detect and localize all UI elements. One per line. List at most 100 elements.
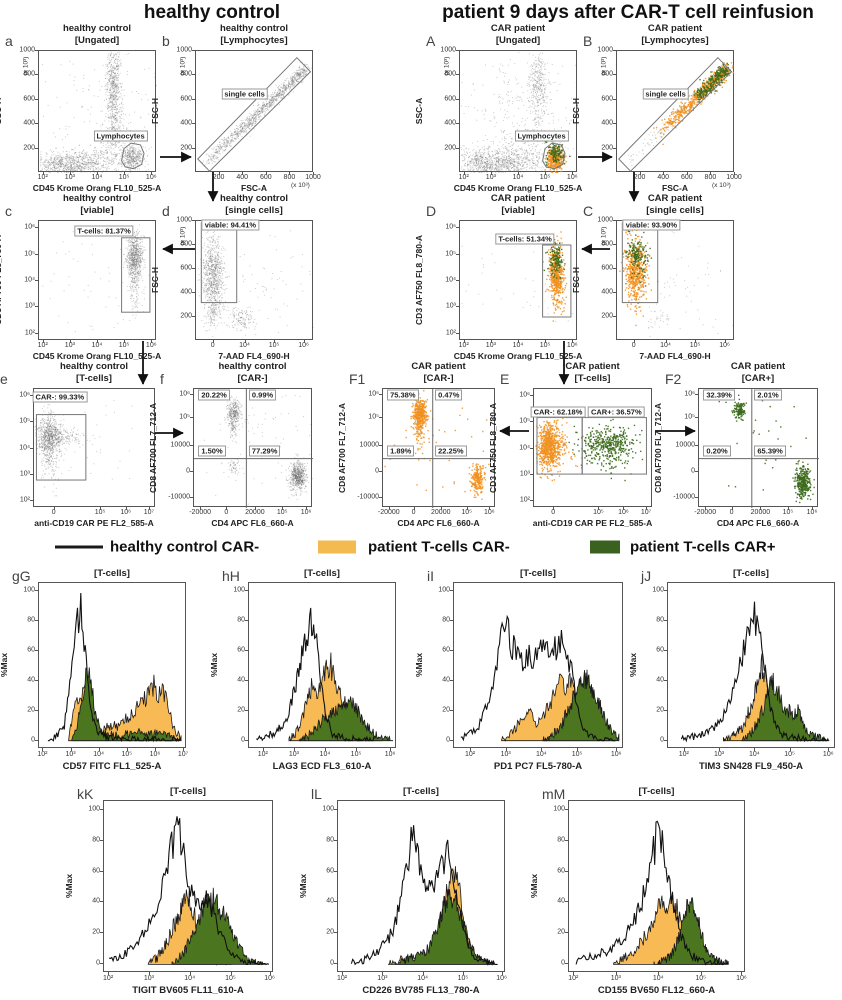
y-tick-label: 600 <box>180 264 192 272</box>
x-tick-label: 400 <box>657 174 670 181</box>
x-tick-mark <box>724 340 726 343</box>
y-tick-label: 20 <box>27 706 35 714</box>
x-tick-mark <box>293 748 295 751</box>
y-tick-label: 800 <box>601 70 613 78</box>
x-axis-label: CD45 Krome Orang FL10_525-A <box>32 351 162 361</box>
hist-series-black <box>680 601 828 743</box>
x-axis-label: 7-AAD FL4_690-H <box>218 351 290 361</box>
x-axis-label: CD57 FITC FL1_525-A <box>62 761 162 772</box>
y-tick-label: 10⁶ <box>445 223 456 231</box>
y-tick-label: 100 <box>88 805 100 813</box>
x-tick-mark <box>151 172 153 175</box>
gate-label: 1.89% <box>387 445 415 457</box>
x-tick-mark <box>218 172 220 175</box>
y-tick-mark <box>30 421 33 423</box>
y-tick-mark <box>35 650 38 652</box>
x-tick-mark <box>463 172 465 175</box>
x-tick-mark <box>741 972 743 975</box>
x-tick-label: 10⁵ <box>225 975 236 982</box>
gate-polygon <box>618 56 733 172</box>
y-tick-label: 0 <box>31 736 35 744</box>
scatter-points-e <box>34 389 156 508</box>
x-tick-label: 10³ <box>64 342 75 349</box>
y-tick-label: 80 <box>326 836 334 844</box>
y-tick-mark <box>695 445 698 447</box>
y-tick-mark <box>35 147 38 149</box>
y-tick-mark <box>613 244 616 245</box>
x-tick-mark <box>413 507 415 510</box>
y-tick-label: 40 <box>656 676 664 684</box>
panel-subtitle: [Lymphocytes] <box>220 35 288 46</box>
x-tick-label: 10⁴ <box>748 751 760 758</box>
x-axis-label: CD4 APC FL6_660-A <box>716 518 800 528</box>
x-tick-label: 10² <box>37 751 48 758</box>
panel-letter: b <box>162 33 170 49</box>
gate-label: Lymphocytes <box>514 130 569 142</box>
gate-label: 20.22% <box>198 389 230 401</box>
x-tick-label: 10⁵ <box>784 751 795 758</box>
x-tick-mark <box>639 172 641 175</box>
y-tick-label: 0 <box>375 467 379 475</box>
panel-letter: d <box>162 203 170 219</box>
x-tick-mark <box>97 340 98 343</box>
y-tick-label: 100 <box>438 586 450 594</box>
y-tick-label: 40 <box>27 676 35 684</box>
x-tick-label: 10⁶ <box>120 509 132 516</box>
panel-title: [T-cells] <box>403 786 439 797</box>
x-tick-label: 10³ <box>610 975 621 982</box>
scatter-points-a <box>39 51 157 173</box>
x-tick-mark <box>705 507 707 510</box>
y-tick-mark <box>379 416 382 418</box>
x-axis-label: CD155 BV650 FL12_660-A <box>597 985 716 996</box>
gates-overlay-b <box>197 56 312 172</box>
y-tick-label: 800 <box>601 240 613 248</box>
gates-overlay-E <box>536 417 647 475</box>
y-tick-mark <box>35 332 38 334</box>
x-tick-mark <box>683 748 685 751</box>
x-tick-label: 10⁵ <box>118 174 130 181</box>
y-axis-unit: (x 10³) <box>443 56 451 76</box>
x-tick-label: 200 <box>633 174 646 181</box>
x-tick-mark <box>466 507 468 510</box>
y-tick-mark <box>35 74 38 76</box>
x-tick-mark <box>623 507 625 510</box>
y-axis-label: FSC-H <box>571 267 581 293</box>
gate-label: T-cells: 81.37% <box>74 225 134 237</box>
x-axis-label: CD4 APC FL6_660-A <box>397 518 480 528</box>
x-tick-mark <box>633 340 635 343</box>
y-tick-mark <box>613 220 616 221</box>
x-tick-mark <box>226 507 228 510</box>
x-tick-mark <box>148 507 150 510</box>
panel-letter: e <box>0 371 8 387</box>
x-tick-label: 10⁴ <box>417 975 429 982</box>
x-tick-mark <box>42 172 44 175</box>
plot-area-B <box>616 50 735 173</box>
y-tick-mark <box>450 590 453 592</box>
y-tick-mark <box>190 416 193 418</box>
x-tick-label: 10⁴ <box>93 751 105 758</box>
y-axis-label: %Max <box>414 652 424 678</box>
y-tick-mark <box>613 50 616 51</box>
x-tick-mark <box>615 972 617 975</box>
x-tick-mark <box>788 507 789 510</box>
panel-letter: jJ <box>641 568 652 584</box>
x-tick-label: 10⁶ <box>496 975 507 982</box>
y-tick-label: 1000 <box>597 46 613 54</box>
y-tick-mark <box>450 620 453 622</box>
y-tick-label: 600 <box>180 95 192 103</box>
x-tick-label: 10⁵ <box>539 342 551 349</box>
panel-title: CAR patient <box>565 361 620 372</box>
y-tick-label: 200 <box>180 144 192 152</box>
gate-rect <box>536 417 583 475</box>
x-tick-label: 10⁴ <box>512 342 524 349</box>
y-axis-label: CD8 AF700 FL7_712-A <box>337 402 347 493</box>
y-axis-label: FSC-H <box>571 98 581 124</box>
plot-area-c <box>38 220 157 341</box>
x-tick-label: 10⁵ <box>689 342 701 349</box>
panel-letter: lL <box>311 786 322 802</box>
x-tick-mark <box>324 748 326 751</box>
x-tick-label: 1000 <box>305 174 321 181</box>
y-axis-label: %Max <box>529 873 539 899</box>
y-tick-label: 0 <box>330 959 334 967</box>
x-tick-label: 10³ <box>64 174 75 181</box>
